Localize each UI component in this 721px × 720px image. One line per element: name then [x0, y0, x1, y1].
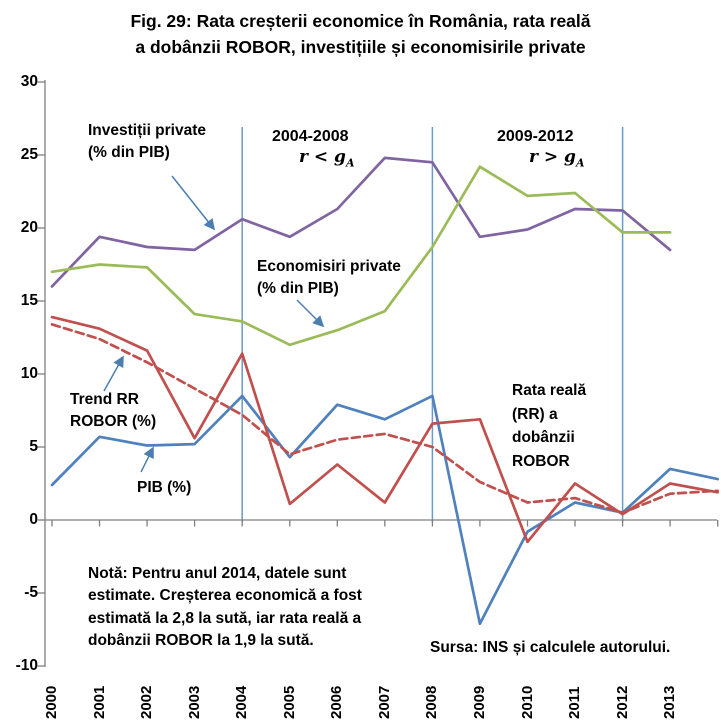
series-4-line [50, 323, 720, 515]
y-tick-label-0: 0 [29, 511, 38, 528]
chart-title-line1: Fig. 29: Rata creșterii economice în Rom… [130, 11, 591, 31]
label-investitii-line1: Investiții private [88, 122, 207, 139]
x-tick-label-2001: 2001 [91, 685, 108, 719]
chart-title-line2: a dobânzii ROBOR, investițiile și econom… [135, 37, 586, 57]
x-tick-label-2010: 2010 [519, 685, 536, 719]
y-tick-label--5: -5 [24, 584, 38, 601]
series-3-line [50, 315, 720, 544]
x-tick-label-2003: 2003 [186, 685, 203, 719]
y-tick-label--10: -10 [15, 657, 38, 674]
math-expr-1: r < g [299, 147, 346, 167]
label-rata-line2: (RR) a [512, 405, 558, 423]
trend-arrow [103, 355, 124, 392]
series-1-line [50, 165, 672, 347]
chart-title: Fig. 29: Rata creșterii economice în Rom… [0, 8, 721, 60]
x-tick-label-2013: 2013 [661, 685, 678, 719]
label-economisiri-private: Economisiri private (% din PIB) [257, 256, 401, 300]
math-sub-2: A [575, 156, 585, 170]
note-line4: dobânzii ROBOR la 1,9 la sută. [88, 632, 314, 650]
label-investitii-line2: (% din PIB) [88, 144, 170, 161]
label-trend-line2: ROBOR (%) [70, 413, 157, 430]
y-tick-label-10: 10 [20, 365, 38, 382]
y-tick-label-15: 15 [20, 292, 38, 309]
y-tick-label-5: 5 [29, 438, 38, 455]
y-tick-label-20: 20 [20, 219, 38, 236]
math-sub-1: A [345, 156, 355, 170]
pib-arrow [140, 446, 154, 473]
label-period-2004-2008: 2004-2008 [272, 128, 349, 145]
label-rata-line3: dobânzii [512, 429, 575, 446]
label-trend-rr-robor: Trend RR ROBOR (%) [70, 389, 156, 433]
investitii-arrow [171, 175, 216, 231]
y-tick-label-25: 25 [20, 146, 38, 163]
math-expr-2: r > g [529, 147, 576, 167]
x-tick-label-2009: 2009 [471, 685, 488, 719]
y-tick-label-30: 30 [20, 73, 38, 90]
note-line1: Notă: Pentru anul 2014, datele sunt [88, 565, 347, 582]
math-r-less-g: r < gA [299, 147, 354, 169]
x-tick-label-2007: 2007 [376, 685, 393, 719]
x-tick-label-2002: 2002 [138, 685, 155, 719]
series-0-line [50, 156, 672, 288]
label-rata-line4: ROBOR [512, 452, 570, 470]
x-tick-label-2012: 2012 [614, 685, 631, 719]
math-r-greater-g: r > gA [529, 147, 584, 169]
x-tick-label-2005: 2005 [281, 685, 298, 719]
x-tick-label-2011: 2011 [566, 686, 583, 719]
x-tick-label-2006: 2006 [328, 685, 345, 719]
note-text: Notă: Pentru anul 2014, datele sunt esti… [88, 563, 362, 653]
label-economisiri-line2: (% din PIB) [257, 280, 339, 297]
x-tick-label-2008: 2008 [423, 685, 440, 719]
label-pib: PIB (%) [137, 479, 192, 496]
label-rata-reala-robor: Rata reală (RR) a dobânzii ROBOR [512, 379, 586, 473]
note-line2: estimate. Creșterea economică a fost [88, 587, 362, 605]
x-tick-label-2004: 2004 [233, 685, 250, 719]
x-tick-label-2000: 2000 [43, 685, 60, 719]
label-investitii-private: Investiții private (% din PIB) [88, 120, 206, 164]
label-rata-line1: Rata reală [512, 382, 587, 399]
series-2-line [50, 394, 720, 626]
label-trend-line1: Trend RR [70, 391, 139, 408]
label-economisiri-line1: Economisiri private [257, 258, 401, 275]
economisiri-arrow [296, 299, 325, 328]
source-text: Sursa: INS și calculele autorului. [430, 639, 671, 656]
label-period-2009-2012: 2009-2012 [497, 128, 574, 145]
note-line3: estimată la 2,8 la sută, iar rata reală … [88, 609, 362, 627]
